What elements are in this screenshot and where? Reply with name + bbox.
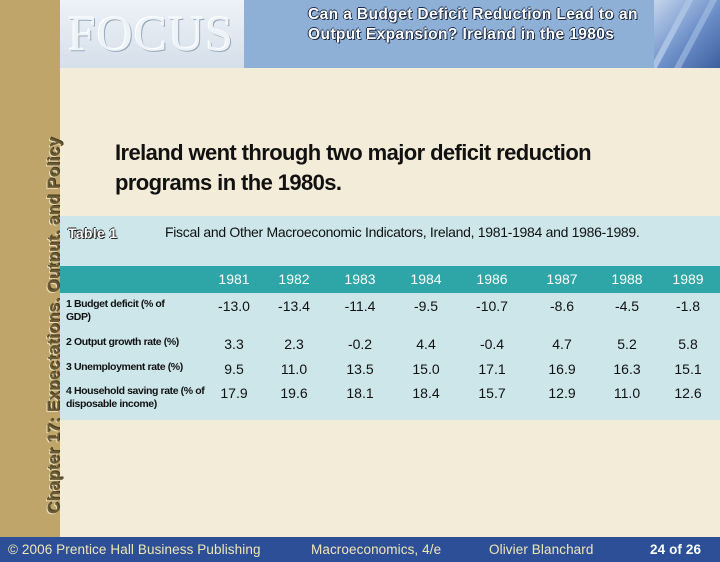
table-cell: 18.4 [412, 385, 440, 401]
table-cell: 15.1 [674, 361, 702, 377]
table-cell: 12.6 [674, 385, 702, 401]
footer-author: Olivier Blanchard [489, 542, 594, 557]
table-cell: 15.0 [412, 361, 440, 377]
year-header: 1982 [278, 271, 310, 287]
year-header: 1987 [546, 271, 578, 287]
table-cell: -8.6 [549, 298, 575, 314]
table-cell: 2.3 [284, 336, 304, 352]
table-cell: -13.0 [218, 298, 250, 314]
headline: Ireland went through two major deficit r… [115, 140, 592, 195]
year-header: 1988 [611, 271, 643, 287]
chapter-sidebar [0, 0, 60, 537]
table-cell: 16.9 [548, 361, 576, 377]
table-caption: Fiscal and Other Macroeconomic Indicator… [165, 224, 640, 240]
year-header-row [60, 266, 720, 293]
row-label: 2 Output growth rate (%) [66, 336, 179, 348]
table-cell: 11.0 [613, 385, 641, 401]
slide-title: Can a Budget Deficit Reduction Lead to a… [308, 6, 638, 43]
table-cell: 11.0 [280, 361, 308, 377]
year-header: 1989 [672, 271, 704, 287]
focus-title-box [244, 0, 654, 68]
focus-banner [60, 0, 244, 68]
table-cell: 16.3 [613, 361, 641, 377]
table-body [60, 293, 720, 420]
year-header: 1984 [410, 271, 442, 287]
table-cell: -13.4 [278, 298, 310, 314]
year-header: 1981 [218, 271, 250, 287]
header-decoration [654, 0, 720, 68]
table-cell: 17.9 [220, 385, 248, 401]
table-cell: 9.5 [224, 361, 244, 377]
table-cell: -9.5 [413, 298, 439, 314]
table-cell: 15.7 [478, 385, 506, 401]
table-cell: 3.3 [224, 336, 244, 352]
row-label: 3 Unemployment rate (%) [66, 361, 183, 373]
row-label: 4 Household saving rate (% of disposable… [66, 385, 205, 410]
table-cell: 13.5 [346, 361, 374, 377]
footer-book: Macroeconomics, 4/e [311, 542, 442, 557]
year-header: 1986 [476, 271, 508, 287]
slide-footer: © 2006 Prentice Hall Business Publishing… [0, 537, 720, 562]
table-label: Table 1 [68, 225, 118, 241]
row-label: 1 Budget deficit (% of GDP) [66, 298, 165, 323]
table-cell: 18.1 [346, 385, 374, 401]
table-cell: -4.5 [614, 298, 640, 314]
table-cell: -0.2 [347, 336, 373, 352]
table-cell: -10.7 [476, 298, 508, 314]
table-cell: 17.1 [478, 361, 506, 377]
table-cell: 4.7 [552, 336, 572, 352]
table-header-band [60, 216, 720, 266]
page-number: 24 of 26 [650, 542, 702, 557]
table-cell: 5.2 [617, 336, 637, 352]
table-cell: 5.8 [678, 336, 698, 352]
table-cell: -1.8 [675, 298, 701, 314]
year-header: 1983 [344, 271, 376, 287]
table-cell: -0.4 [479, 336, 505, 352]
table-cell: -11.4 [344, 298, 376, 314]
focus-logo: FOCUS [68, 5, 235, 61]
table-cell: 12.9 [548, 385, 576, 401]
table-cell: 4.4 [416, 336, 436, 352]
footer-copyright: © 2006 Prentice Hall Business Publishing [8, 542, 261, 557]
table-cell: 19.6 [280, 385, 308, 401]
